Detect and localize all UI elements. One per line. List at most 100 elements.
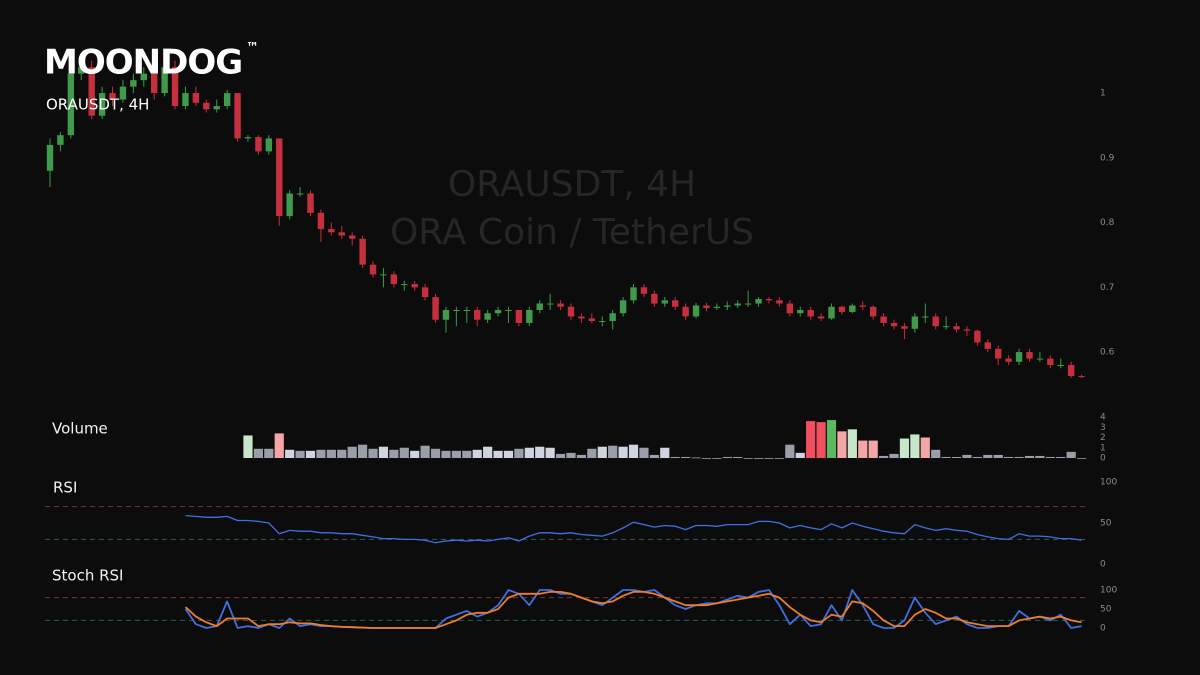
volume-bar xyxy=(441,450,451,458)
candle-body xyxy=(98,93,106,116)
volume-bar xyxy=(858,440,868,458)
candle-body xyxy=(651,293,658,304)
volume-bar xyxy=(670,456,680,458)
candle-body xyxy=(703,305,710,309)
candle-body xyxy=(463,310,470,311)
y-tick-label: 50 xyxy=(1100,605,1112,615)
candle-body xyxy=(265,138,273,152)
candle-body xyxy=(421,287,429,298)
volume-bar xyxy=(368,448,378,458)
candle-body xyxy=(130,80,137,87)
candle-body xyxy=(515,310,523,323)
volume-bar xyxy=(639,447,649,458)
volume-bar xyxy=(399,447,409,458)
volume-bar xyxy=(1024,455,1035,458)
candle-body xyxy=(442,310,450,320)
candle-body xyxy=(213,106,220,110)
volume-bar xyxy=(826,420,837,458)
candle-body xyxy=(942,326,950,328)
y-tick-label: 0.9 xyxy=(1100,153,1115,163)
candle-body xyxy=(1047,358,1054,366)
y-tick-label: 0 xyxy=(1100,454,1106,464)
candle-body xyxy=(630,287,637,301)
candle-body xyxy=(1015,352,1023,362)
candle-body xyxy=(296,193,304,195)
y-tick-label: 1 xyxy=(1100,443,1106,453)
volume-bar xyxy=(243,435,253,458)
volume-bar xyxy=(326,449,336,458)
candle-body xyxy=(244,137,252,139)
volume-bar xyxy=(1014,456,1024,458)
candle-body xyxy=(974,330,981,343)
candle-body xyxy=(223,93,231,107)
volume-bar xyxy=(889,453,899,458)
volume-bar xyxy=(879,455,889,458)
candle-body xyxy=(786,303,794,314)
candle-body xyxy=(755,298,762,304)
volume-bar xyxy=(472,449,482,458)
volume-bar xyxy=(597,446,607,458)
candle-body xyxy=(859,305,866,307)
volume-bar xyxy=(483,446,493,458)
volume-bar xyxy=(410,450,420,458)
candle-body xyxy=(432,297,439,320)
candle-body xyxy=(453,310,460,311)
trademark: ™ xyxy=(246,41,259,56)
candle-body xyxy=(953,326,960,330)
volume-bar xyxy=(316,449,326,458)
volume-bar xyxy=(378,446,389,458)
candle-body xyxy=(192,93,200,103)
candle-body xyxy=(546,303,554,305)
candle-body xyxy=(276,138,283,217)
candle-body xyxy=(505,310,512,311)
volume-bar xyxy=(774,458,784,459)
candle-body xyxy=(359,238,366,265)
candle-body xyxy=(713,306,721,309)
y-tick-label: 0.8 xyxy=(1100,218,1115,228)
logo: MOONDOG xyxy=(44,43,242,83)
volume-bar xyxy=(555,453,566,458)
candle-body xyxy=(890,322,898,327)
candle-body xyxy=(963,329,971,331)
volume-bar xyxy=(1056,456,1066,458)
volume-bar xyxy=(576,454,587,458)
volume-bar xyxy=(951,456,962,458)
volume-bar xyxy=(430,448,441,458)
symbol-label: ORAUSDT, 4H xyxy=(46,96,149,114)
volume-bar xyxy=(295,450,305,458)
candle-body xyxy=(869,306,877,317)
volume-bar xyxy=(795,452,805,458)
candle-body xyxy=(692,305,700,317)
volume-bar xyxy=(847,429,857,458)
candle-body xyxy=(494,310,502,314)
candle-body xyxy=(369,264,377,275)
volume-bar xyxy=(722,456,732,458)
volume-bar xyxy=(264,448,274,458)
panel-title: Volume xyxy=(52,420,108,438)
volume-bar xyxy=(701,458,712,459)
candle-body xyxy=(474,310,481,320)
volume-bar xyxy=(681,456,691,458)
volume-bar xyxy=(347,446,357,458)
y-tick-label: 0 xyxy=(1100,560,1106,570)
volume-bar xyxy=(274,433,284,458)
candle-body xyxy=(724,305,731,307)
volume-bar xyxy=(868,440,878,458)
panel-title: RSI xyxy=(53,479,77,497)
candle-body xyxy=(911,316,919,329)
candle-body xyxy=(203,102,210,110)
volume-bar xyxy=(358,444,368,458)
candle-body xyxy=(932,316,939,327)
candle-body xyxy=(880,316,887,323)
volume-bar xyxy=(337,449,347,458)
volume-bar xyxy=(743,458,753,459)
y-tick-label: 0.6 xyxy=(1100,348,1115,358)
volume-bar xyxy=(920,437,930,458)
y-tick-label: 100 xyxy=(1100,478,1117,488)
volume-bar xyxy=(837,431,847,458)
volume-bar xyxy=(535,446,545,458)
volume-bar xyxy=(524,447,534,458)
y-tick-label: 1 xyxy=(1100,89,1106,99)
